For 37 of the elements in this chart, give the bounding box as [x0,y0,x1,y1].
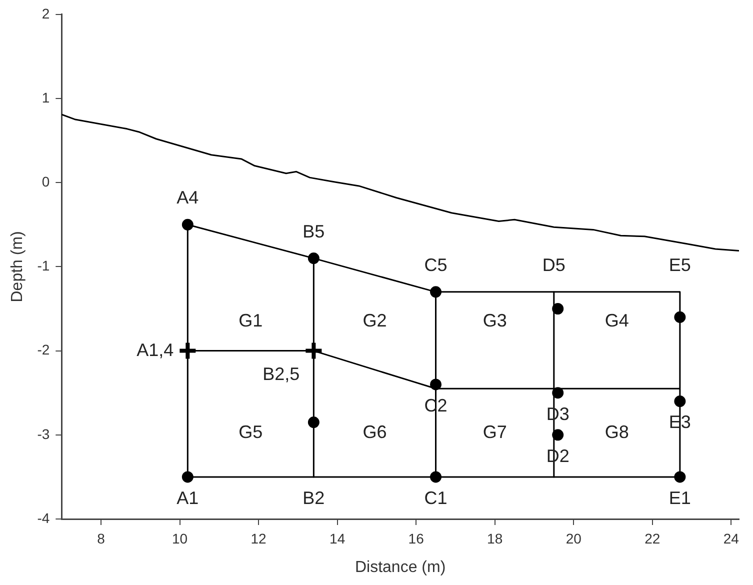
y-axis-title: Depth (m) [9,231,26,302]
annotation: G7 [482,422,507,442]
annotation: A1,4 [136,340,174,360]
x-tick-label: 8 [97,530,106,546]
x-tick-label: 12 [250,530,267,546]
annotation: G3 [482,310,507,330]
x-tick-label: 24 [723,530,740,546]
x-tick-label: 14 [330,530,346,546]
x-tick-label: 22 [644,530,660,546]
x-tick-label: 10 [172,530,188,546]
annotation: C1 [424,488,448,508]
y-tick-label: 1 [42,89,50,106]
y-tick-label: -3 [37,426,50,442]
annotation: B2,5 [262,364,300,384]
annotation: C5 [424,254,448,275]
y-tick-label: -1 [37,258,50,274]
annotation: E5 [668,254,691,275]
y-tick-label: -4 [37,510,50,526]
x-tick-label: 16 [408,530,424,546]
annotation: A4 [176,188,199,208]
x-tick-label: 18 [487,530,503,546]
annotation: G4 [604,310,629,330]
annotation: A1 [176,488,199,508]
annotation: G6 [362,422,387,442]
annotation: G5 [238,422,263,442]
x-tick-label: 20 [566,530,582,546]
y-tick-label: -2 [37,342,50,358]
annotation: G1 [238,310,263,330]
y-tick-label: 2 [42,5,50,22]
x-axis-title: Distance (m) [354,558,446,576]
annotation: E1 [668,488,691,508]
annotation: G8 [604,422,629,442]
annotation: B2 [302,488,325,508]
annotation: D5 [542,254,566,275]
y-tick-label: 0 [42,173,50,190]
annotation: B5 [302,221,325,242]
annotation: G2 [362,310,387,330]
